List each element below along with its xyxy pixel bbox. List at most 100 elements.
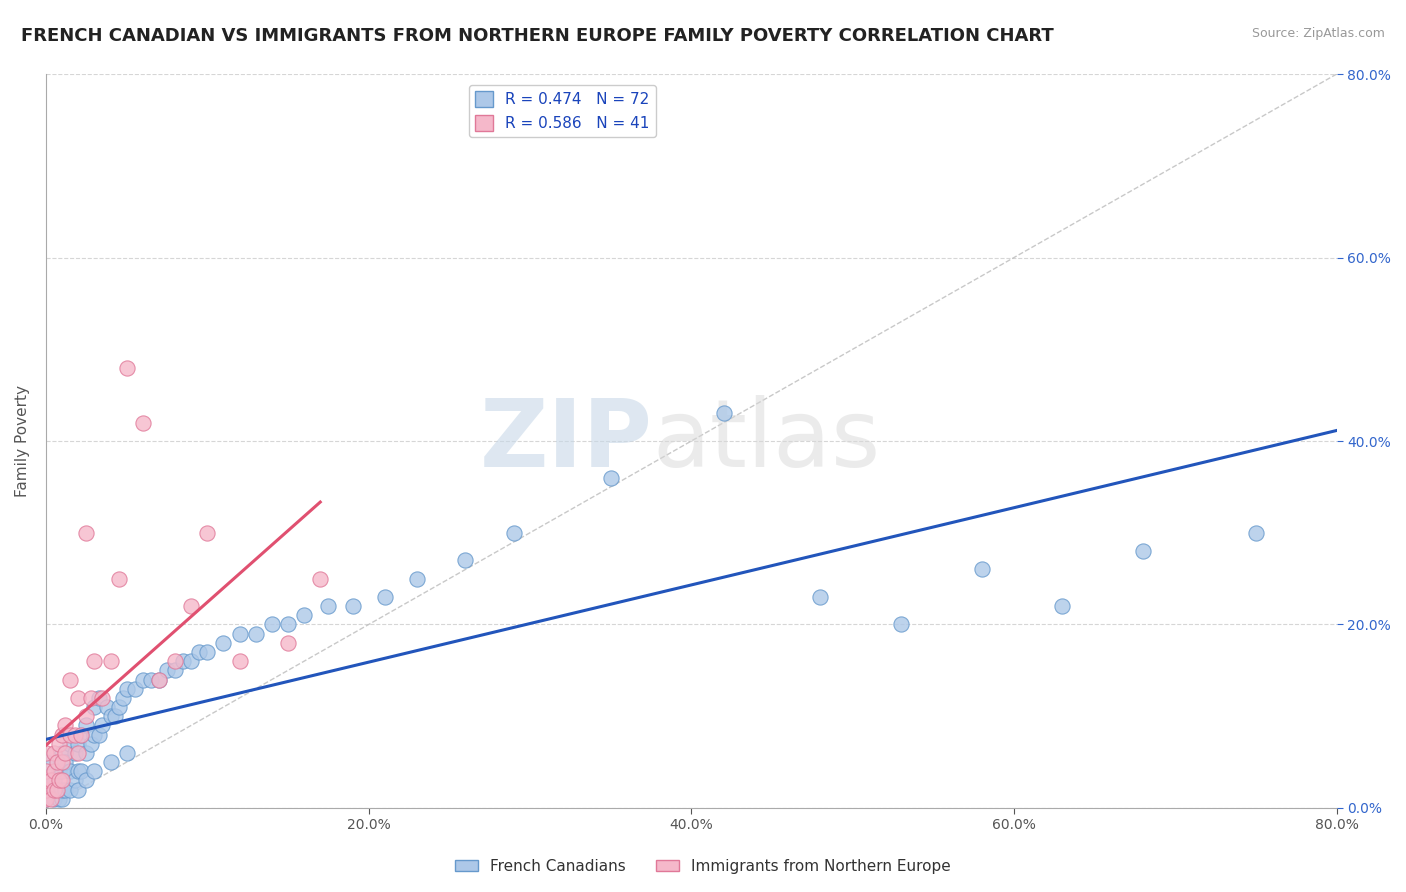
Point xyxy=(228,654,250,668)
Point xyxy=(277,617,299,632)
Point xyxy=(406,572,429,586)
Point xyxy=(35,782,58,797)
Point xyxy=(83,654,105,668)
Point xyxy=(163,664,186,678)
Point xyxy=(100,654,122,668)
Point xyxy=(70,764,93,779)
Point xyxy=(39,773,62,788)
Point xyxy=(195,525,218,540)
Point xyxy=(89,690,111,705)
Point xyxy=(80,737,103,751)
Point xyxy=(35,764,58,779)
Point xyxy=(89,728,111,742)
Point xyxy=(67,782,90,797)
Point xyxy=(59,728,82,742)
Point xyxy=(53,782,76,797)
Point xyxy=(1244,525,1267,540)
Point xyxy=(148,673,170,687)
Point xyxy=(42,782,65,797)
Point xyxy=(91,718,114,732)
Point xyxy=(148,673,170,687)
Point xyxy=(112,690,135,705)
Point xyxy=(260,617,283,632)
Point xyxy=(75,525,97,540)
Point xyxy=(67,764,90,779)
Point xyxy=(188,645,211,659)
Point xyxy=(172,654,194,668)
Point xyxy=(80,690,103,705)
Point xyxy=(100,709,122,723)
Point xyxy=(115,681,138,696)
Point xyxy=(59,673,82,687)
Point xyxy=(132,416,155,430)
Point xyxy=(107,572,129,586)
Text: Source: ZipAtlas.com: Source: ZipAtlas.com xyxy=(1251,27,1385,40)
Point xyxy=(35,755,58,769)
Point xyxy=(318,599,340,614)
Point xyxy=(1052,599,1074,614)
Point xyxy=(46,755,69,769)
Point xyxy=(212,636,235,650)
Point xyxy=(53,718,76,732)
Point xyxy=(115,746,138,760)
Point xyxy=(51,728,73,742)
Point xyxy=(53,755,76,769)
Text: atlas: atlas xyxy=(652,395,882,487)
Point xyxy=(35,773,58,788)
Point xyxy=(67,737,90,751)
Point xyxy=(115,360,138,375)
Point xyxy=(810,590,832,604)
Point xyxy=(35,746,58,760)
Point xyxy=(42,746,65,760)
Point xyxy=(599,471,621,485)
Point xyxy=(100,755,122,769)
Point xyxy=(96,700,118,714)
Point xyxy=(51,782,73,797)
Point xyxy=(277,636,299,650)
Point xyxy=(83,764,105,779)
Point xyxy=(59,737,82,751)
Point xyxy=(156,664,179,678)
Point xyxy=(70,728,93,742)
Point xyxy=(228,626,250,640)
Point xyxy=(39,792,62,806)
Point xyxy=(48,773,70,788)
Point xyxy=(48,737,70,751)
Point xyxy=(67,746,90,760)
Point xyxy=(42,792,65,806)
Point xyxy=(713,407,735,421)
Y-axis label: Family Poverty: Family Poverty xyxy=(15,385,30,497)
Point xyxy=(63,728,86,742)
Point xyxy=(309,572,332,586)
Point xyxy=(83,728,105,742)
Point xyxy=(107,700,129,714)
Point xyxy=(970,562,993,576)
Point xyxy=(104,709,127,723)
Point xyxy=(63,773,86,788)
Legend: R = 0.474   N = 72, R = 0.586   N = 41: R = 0.474 N = 72, R = 0.586 N = 41 xyxy=(468,86,655,137)
Point xyxy=(35,773,58,788)
Point xyxy=(46,782,69,797)
Point xyxy=(51,773,73,788)
Point xyxy=(195,645,218,659)
Point xyxy=(180,599,202,614)
Point xyxy=(75,773,97,788)
Point xyxy=(132,673,155,687)
Point xyxy=(292,608,315,623)
Legend: French Canadians, Immigrants from Northern Europe: French Canadians, Immigrants from Northe… xyxy=(449,853,957,880)
Point xyxy=(502,525,524,540)
Point xyxy=(454,553,477,567)
Point xyxy=(35,782,58,797)
Point xyxy=(139,673,162,687)
Point xyxy=(890,617,912,632)
Point xyxy=(91,690,114,705)
Point xyxy=(59,782,82,797)
Point xyxy=(48,764,70,779)
Point xyxy=(35,792,58,806)
Point xyxy=(35,792,58,806)
Point xyxy=(83,700,105,714)
Point xyxy=(42,764,65,779)
Point xyxy=(1132,544,1154,558)
Point xyxy=(70,728,93,742)
Point xyxy=(124,681,146,696)
